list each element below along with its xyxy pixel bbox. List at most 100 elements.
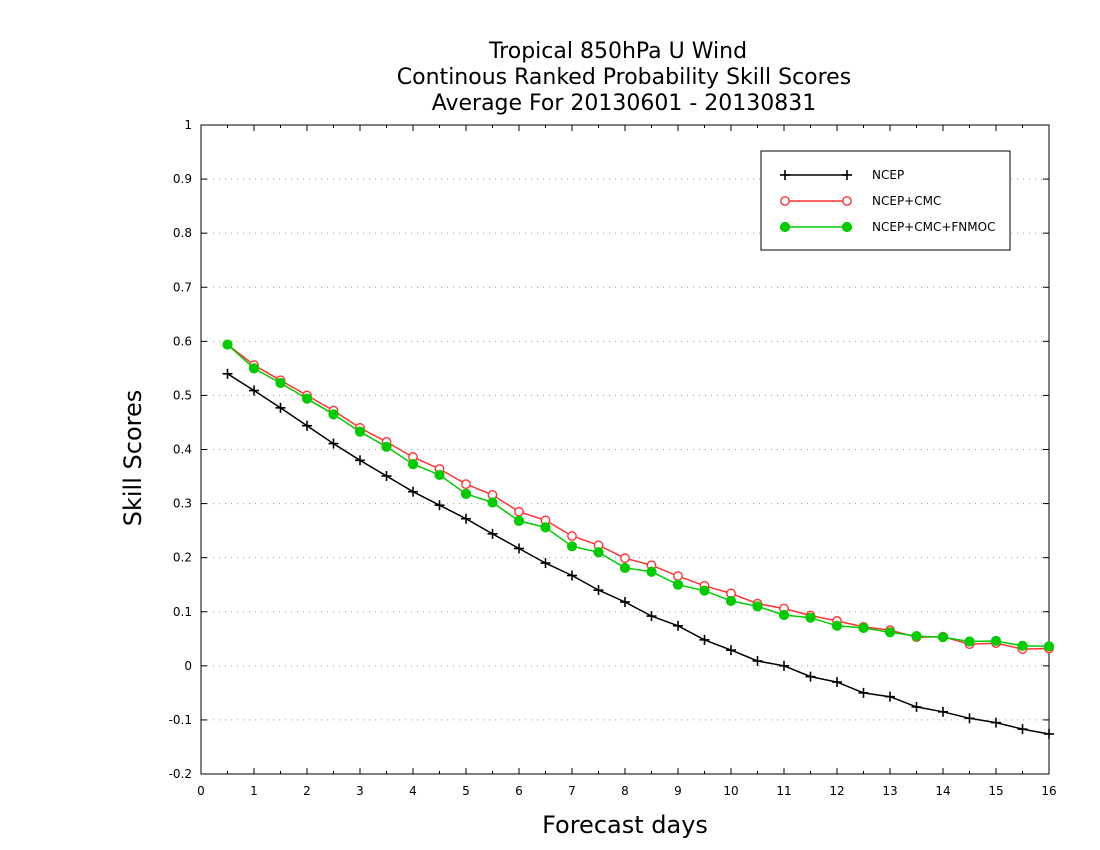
legend-item-ncep: NCEP xyxy=(780,168,904,182)
data-point-ncep-cmc-fnmoc xyxy=(222,339,233,350)
series-ncep-cmc xyxy=(222,339,1054,654)
data-point-ncep xyxy=(222,368,233,379)
y-tick-label: 0.5 xyxy=(173,388,192,402)
x-tick-label: 12 xyxy=(829,784,844,798)
data-point-ncep xyxy=(567,570,577,581)
data-point-ncep-cmc-fnmoc xyxy=(937,632,949,643)
data-point-ncep-cmc-fnmoc xyxy=(354,426,366,437)
data-point-ncep-cmc xyxy=(461,479,471,490)
data-point-ncep xyxy=(964,713,975,724)
data-point-ncep xyxy=(752,655,763,666)
legend-marker-right xyxy=(842,196,852,206)
data-point-ncep xyxy=(726,645,736,656)
data-point-ncep xyxy=(673,620,683,631)
data-point-ncep xyxy=(381,471,392,482)
y-tick-label: 0.9 xyxy=(173,172,192,186)
x-tick-label: 8 xyxy=(621,784,629,798)
x-tick-label: 2 xyxy=(303,784,311,798)
y-tick-label: 0.2 xyxy=(173,551,192,565)
data-point-ncep xyxy=(938,706,948,717)
x-tick-label: 5 xyxy=(462,784,470,798)
data-point-ncep xyxy=(302,420,312,431)
legend-marker-left xyxy=(780,170,790,180)
data-point-ncep xyxy=(805,671,816,682)
data-point-ncep-cmc-fnmoc xyxy=(672,579,684,590)
legend-marker-right xyxy=(842,170,852,180)
data-point-ncep-cmc-fnmoc xyxy=(831,620,843,631)
y-tick-label: 0 xyxy=(184,659,192,673)
legend-marker-right xyxy=(841,221,853,233)
x-tick-label: 0 xyxy=(197,784,205,798)
x-tick-label: 16 xyxy=(1041,784,1056,798)
data-point-ncep-cmc-fnmoc xyxy=(1043,641,1055,652)
y-tick-label: 0.7 xyxy=(173,280,192,294)
x-tick-label: 15 xyxy=(988,784,1003,798)
x-tick-label: 3 xyxy=(356,784,364,798)
x-tick-label: 9 xyxy=(674,784,682,798)
data-point-ncep xyxy=(779,660,789,671)
legend-marker-left xyxy=(780,196,790,206)
data-point-ncep xyxy=(646,611,657,622)
y-tick-label: 0.1 xyxy=(173,605,192,619)
y-tick-label: 0.8 xyxy=(173,226,192,240)
data-point-ncep-cmc-fnmoc xyxy=(513,515,525,526)
series-layer xyxy=(222,339,1055,739)
data-point-ncep-cmc-fnmoc xyxy=(964,636,975,647)
chart-titles: Tropical 850hPa U Wind Continous Ranked … xyxy=(397,39,851,116)
data-point-ncep-cmc-fnmoc xyxy=(248,363,260,374)
y-axis-title: Skill Scores xyxy=(119,390,147,527)
data-point-ncep-cmc-fnmoc xyxy=(328,409,339,420)
series-line-ncep-cmc xyxy=(227,344,1050,650)
data-point-ncep xyxy=(1017,724,1028,735)
y-tick-label: -0.2 xyxy=(169,767,192,781)
data-point-ncep-cmc-fnmoc xyxy=(1017,640,1028,651)
legend-item-ncep-cmc-fnmoc: NCEP+CMC+FNMOC xyxy=(779,220,995,234)
data-point-ncep-cmc-fnmoc xyxy=(858,622,869,634)
data-point-ncep-cmc-fnmoc xyxy=(805,612,816,623)
data-point-ncep-cmc-fnmoc xyxy=(884,627,896,638)
data-point-ncep xyxy=(249,385,259,396)
data-point-ncep-cmc xyxy=(620,553,630,564)
data-point-ncep-cmc-fnmoc xyxy=(619,562,631,574)
data-point-ncep-cmc-fnmoc xyxy=(566,541,578,552)
data-point-ncep xyxy=(514,543,524,554)
data-point-ncep xyxy=(593,585,604,596)
axis-ticks: -0.2-0.100.10.20.30.40.50.60.70.80.910 1 2… xyxy=(169,118,1057,798)
data-point-ncep-cmc-fnmoc xyxy=(407,459,419,470)
legend-label: NCEP+CMC+FNMOC xyxy=(872,220,995,234)
x-axis-title: Forecast days xyxy=(542,811,708,839)
data-point-ncep-cmc-fnmoc xyxy=(911,630,922,642)
series-ncep-cmc-fnmoc xyxy=(222,339,1055,652)
legend-item-ncep-cmc: NCEP+CMC xyxy=(780,194,941,208)
y-tick-label: 0.6 xyxy=(173,334,192,348)
data-point-ncep-cmc-fnmoc xyxy=(434,469,445,481)
y-tick-label: 1 xyxy=(184,118,192,132)
x-tick-label: 4 xyxy=(409,784,417,798)
grid xyxy=(201,178,1049,721)
legend-marker-left xyxy=(779,221,791,233)
x-tick-label: 14 xyxy=(935,784,950,798)
y-tick-label: 0.3 xyxy=(173,497,192,511)
chart-title-line-2: Continous Ranked Probability Skill Score… xyxy=(397,65,851,90)
data-point-ncep xyxy=(1044,728,1054,739)
data-point-ncep-cmc-fnmoc xyxy=(381,441,392,452)
data-point-ncep-cmc-fnmoc xyxy=(301,393,313,404)
data-point-ncep xyxy=(620,597,630,608)
x-tick-label: 7 xyxy=(568,784,576,798)
legend: NCEP NCEP+CMC NCEP+CMC+FNMOC xyxy=(760,150,1011,251)
data-point-ncep xyxy=(911,701,922,712)
x-tick-label: 10 xyxy=(723,784,738,798)
y-tick-label: 0.4 xyxy=(173,443,192,457)
legend-label: NCEP+CMC xyxy=(872,194,941,208)
data-point-ncep-cmc-fnmoc xyxy=(460,488,472,499)
data-point-ncep xyxy=(275,402,286,413)
x-tick-label: 6 xyxy=(515,784,523,798)
data-point-ncep xyxy=(858,687,869,698)
data-point-ncep-cmc-fnmoc xyxy=(646,566,657,577)
data-point-ncep xyxy=(434,500,445,511)
data-point-ncep xyxy=(328,438,339,449)
data-point-ncep xyxy=(991,717,1001,728)
data-point-ncep-cmc-fnmoc xyxy=(752,601,763,612)
data-point-ncep-cmc-fnmoc xyxy=(725,595,737,607)
data-point-ncep-cmc-fnmoc xyxy=(699,585,710,596)
